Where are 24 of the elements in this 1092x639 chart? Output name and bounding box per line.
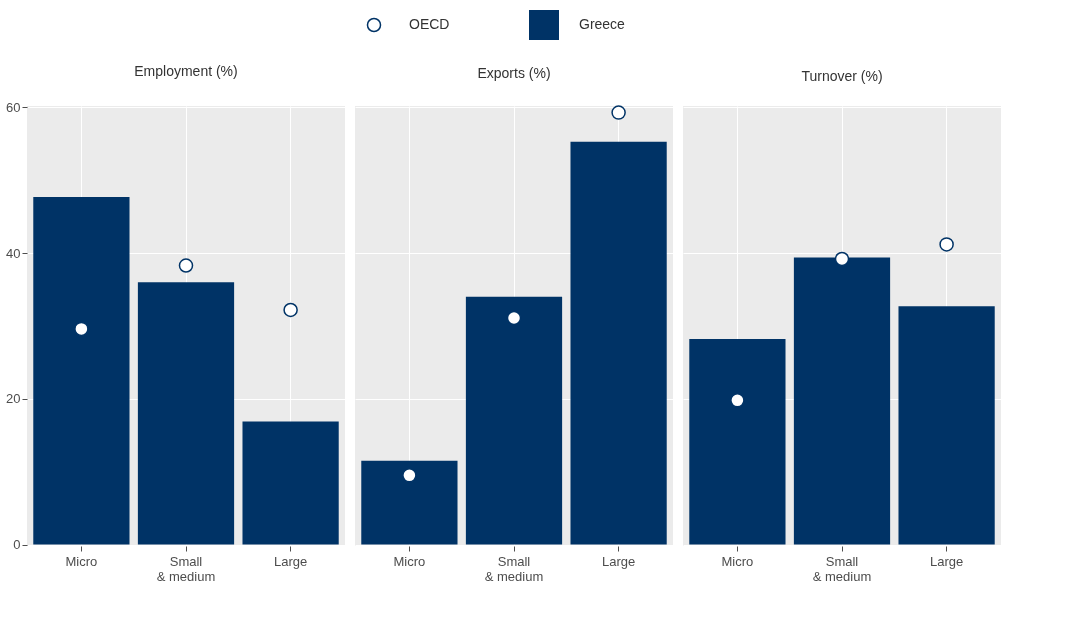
point [283,302,298,318]
legend-label: OECD [409,16,450,32]
x-tick-label: Small & medium [812,553,872,584]
x-tick-label: Micro [721,553,754,569]
chart-title: Employment (%) [134,63,238,80]
legend-label: Greece [579,16,626,32]
y-tick-label: 0 [13,537,21,553]
x-tick-label: Micro [393,553,426,569]
x-tick-label: Large [929,553,964,569]
bar [33,197,130,545]
y-tick-label: 20 [6,391,21,407]
x-tick-label: Small & medium [484,553,544,584]
x-tick-label: Micro [65,553,98,569]
bar [242,421,339,545]
x-tick-label: Small & medium [156,553,216,584]
point [74,321,89,337]
y-tick-label: 40 [6,245,21,261]
point [178,258,194,273]
chart-title: Exports (%) [477,65,551,82]
bar [137,282,235,545]
x-tick-label: Large [273,553,308,569]
x-tick-label: Large [601,553,636,569]
chart-title: Turnover (%) [801,68,883,84]
y-tick-label: 60 [6,99,21,115]
